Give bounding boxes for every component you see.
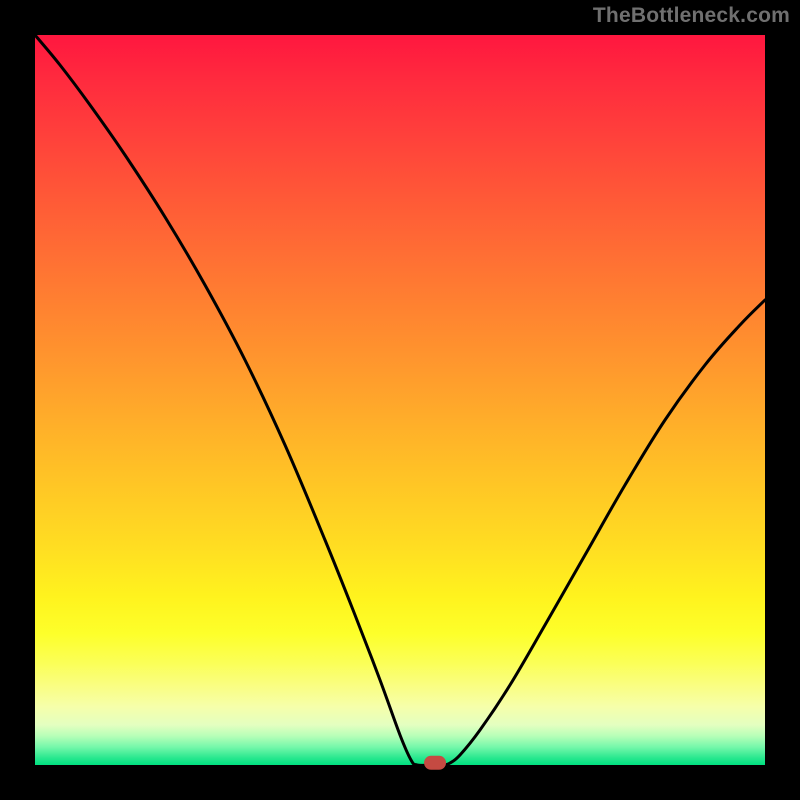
bottleneck-chart [0, 0, 800, 800]
plot-background [35, 35, 765, 765]
optimum-marker [424, 756, 446, 770]
stage: TheBottleneck.com [0, 0, 800, 800]
watermark-text: TheBottleneck.com [593, 4, 790, 28]
